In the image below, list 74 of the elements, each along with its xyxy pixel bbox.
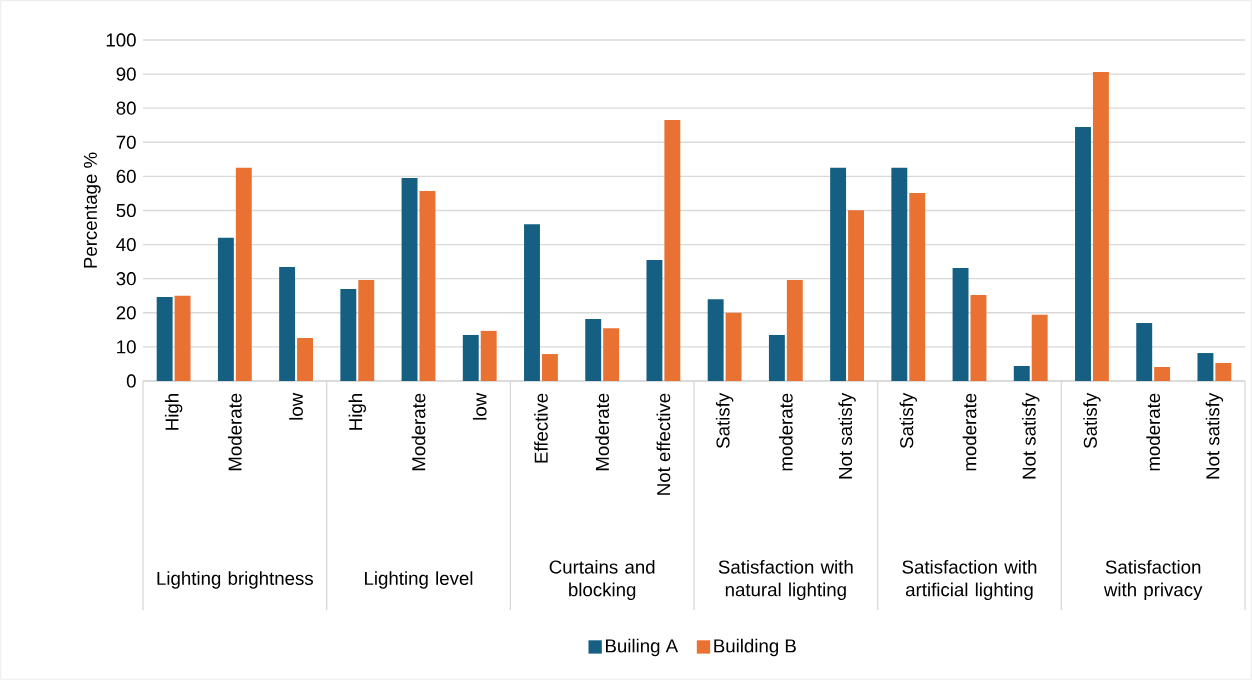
y-axis-title: Percentage %: [83, 152, 101, 268]
bar: [358, 280, 375, 381]
x-tick-label: Moderate: [595, 393, 610, 471]
x-tick-label: Satisfy: [1083, 392, 1101, 448]
text: Lighting brightness: [157, 571, 313, 589]
x-tick-label: Moderate: [411, 393, 426, 471]
bar: [480, 330, 497, 381]
bar: [952, 268, 969, 381]
bar: [1136, 323, 1153, 381]
text: Satisfaction with artificial lighting: [902, 559, 1037, 601]
bar: [297, 338, 313, 381]
bar: [1154, 367, 1171, 381]
bar: [235, 167, 252, 381]
x-tick-label: moderate: [1146, 393, 1161, 471]
bar: [1031, 314, 1048, 381]
bar: [541, 354, 558, 381]
bar: [830, 167, 847, 381]
bar: [401, 178, 418, 381]
y-tick-label: 100: [106, 33, 136, 47]
bar: [340, 288, 357, 381]
x-tick-label: low: [472, 392, 487, 420]
y-tick-label: 40: [116, 237, 136, 252]
bar: [664, 120, 681, 381]
bar: [585, 318, 602, 381]
bar: [603, 328, 620, 381]
x-tick-label: High: [348, 394, 366, 430]
text: Curtains and blocking: [549, 559, 655, 601]
text: Satisfaction with privacy: [1103, 559, 1203, 601]
bar: [1197, 353, 1214, 381]
x-tick-label: Not satisfy: [1022, 392, 1040, 479]
text: Lighting level: [365, 571, 473, 589]
x-tick-label: Satisfy: [715, 392, 734, 448]
bar: [1013, 365, 1030, 381]
legend-label: Building B: [714, 638, 796, 657]
y-tick-label: 60: [116, 169, 136, 183]
bar: [768, 334, 785, 381]
bar: [1215, 362, 1232, 381]
y-tick-label: 30: [116, 272, 136, 286]
x-tick-label: Not satisfy: [838, 392, 856, 479]
bar: [786, 280, 803, 381]
x-tick-label: Not satisfy: [1205, 392, 1224, 479]
y-tick-label: 70: [116, 135, 136, 149]
text: Satisfaction with natural lighting: [718, 559, 853, 601]
legend-label: Builing A: [606, 638, 679, 657]
bar: [524, 224, 540, 381]
bar: [156, 297, 173, 381]
bar: [419, 191, 436, 381]
bar: [279, 267, 296, 381]
bar: [725, 312, 742, 381]
x-tick-label: moderate: [778, 393, 793, 471]
x-tick-label: moderate: [962, 393, 977, 471]
bar: [1092, 72, 1109, 381]
bar: [891, 167, 908, 381]
x-tick-label: Effective: [534, 393, 548, 463]
bar: [970, 295, 987, 381]
bar: [909, 193, 926, 381]
bar: [174, 295, 191, 381]
bar: [1075, 126, 1091, 381]
x-tick-label: High: [164, 394, 183, 430]
bar: [462, 334, 479, 381]
y-tick-label: 0: [126, 374, 136, 388]
y-tick-label: 20: [116, 306, 136, 320]
y-tick-label: 90: [116, 67, 136, 81]
y-tick-label: 80: [116, 101, 136, 115]
x-tick-label: Satisfy: [899, 392, 917, 448]
x-tick-label: Not effective: [656, 393, 671, 495]
y-tick-label: 10: [117, 340, 136, 354]
bar: [646, 259, 663, 381]
y-tick-label: 50: [116, 203, 136, 218]
x-tick-label: low: [289, 392, 303, 420]
x-tick-label: Moderate: [227, 393, 242, 471]
bar: [707, 299, 724, 381]
bar: [848, 210, 864, 381]
bar: [217, 237, 234, 381]
